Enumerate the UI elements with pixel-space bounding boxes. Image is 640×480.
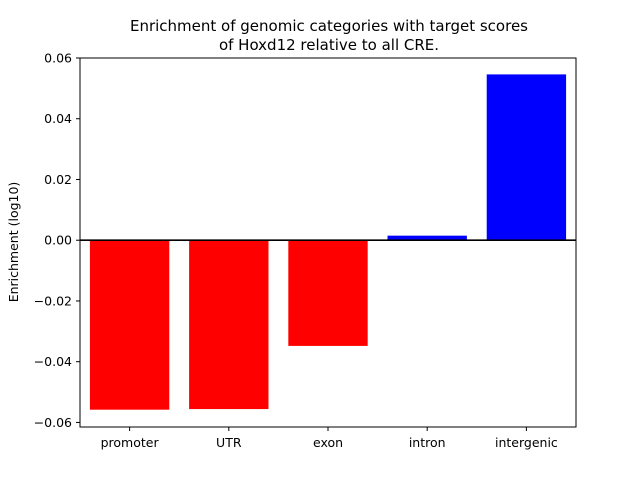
chart-title-line-2: of Hoxd12 relative to all CRE.	[219, 36, 439, 54]
x-tick-label-UTR: UTR	[216, 435, 242, 450]
x-axis-ticks: promoter UTR exon intron intergenic	[101, 427, 558, 450]
y-tick-label: −0.02	[34, 293, 72, 308]
y-tick-label: −0.06	[34, 415, 72, 430]
y-tick-label: 0.02	[44, 172, 72, 187]
chart-title-line-1: Enrichment of genomic categories with ta…	[130, 17, 528, 35]
y-axis-ticks: −0.06 −0.04 −0.02 0.00 0.02 0.04 0.06	[34, 51, 80, 430]
bar-promoter	[89, 240, 170, 410]
x-tick-label-intergenic: intergenic	[495, 435, 558, 450]
y-axis-label: Enrichment (log10)	[6, 182, 21, 303]
y-tick-label: 0.04	[44, 111, 72, 126]
y-tick-label: 0.00	[44, 233, 72, 248]
bar-exon	[288, 240, 368, 346]
y-tick-label: −0.04	[34, 354, 72, 369]
y-tick-label: 0.06	[44, 51, 72, 66]
x-tick-label-intron: intron	[409, 435, 446, 450]
bar-UTR	[189, 240, 269, 410]
x-tick-label-exon: exon	[313, 435, 343, 450]
bar-intergenic	[486, 74, 567, 241]
bar-intron	[387, 235, 467, 241]
x-tick-label-promoter: promoter	[101, 435, 160, 450]
bar-group	[89, 74, 567, 410]
